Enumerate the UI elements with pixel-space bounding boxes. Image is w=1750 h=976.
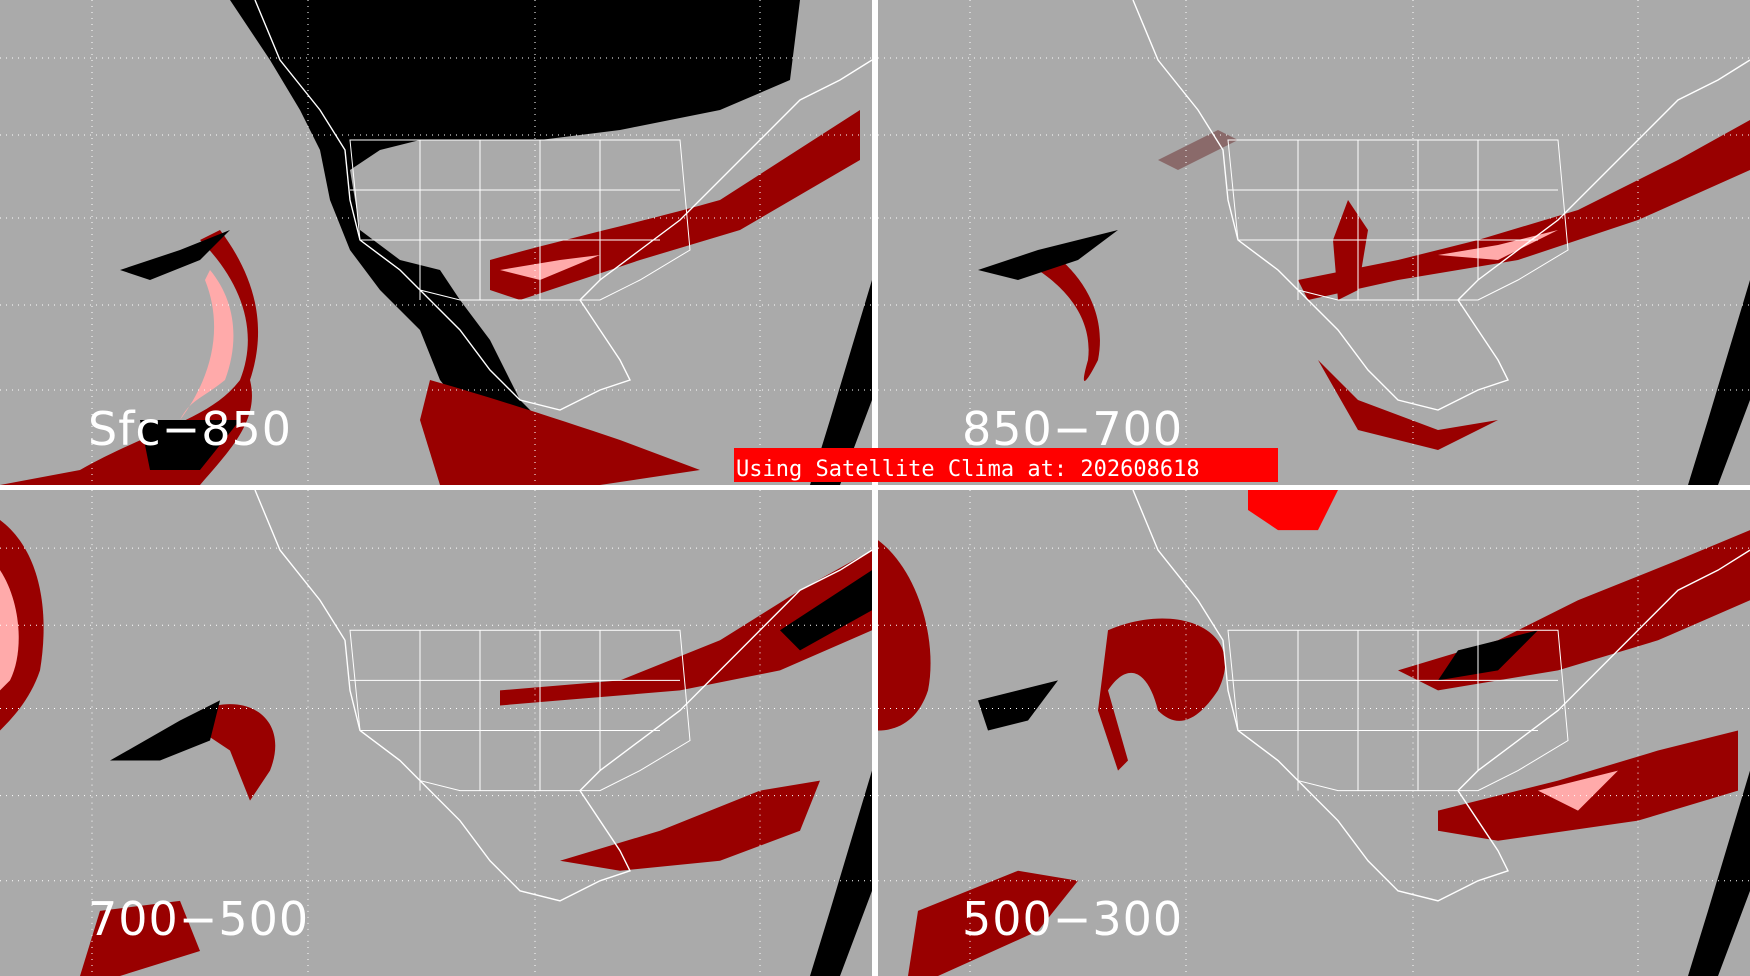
map-layer bbox=[878, 0, 1750, 485]
cloud-region bbox=[780, 570, 872, 651]
cloud-region bbox=[1688, 770, 1750, 976]
cloud-region bbox=[200, 704, 276, 801]
state-boundaries bbox=[349, 139, 691, 301]
cloud-region bbox=[810, 770, 872, 976]
cloud-region bbox=[1318, 360, 1498, 450]
map-panel-850-700: 850−700 bbox=[878, 0, 1750, 485]
cloud-region bbox=[1333, 200, 1368, 300]
cloud-region bbox=[908, 870, 1078, 976]
cloud-region bbox=[230, 0, 800, 430]
satellite-clima-banner: Using Satellite Clima at: 202608618 bbox=[734, 448, 1278, 482]
panel-label: 500−300 bbox=[962, 892, 1184, 946]
state-boundaries bbox=[1227, 629, 1569, 792]
cloud-region bbox=[490, 110, 860, 300]
map-panel-700-500: 700−500 bbox=[0, 490, 872, 976]
panel-label: 700−500 bbox=[88, 892, 310, 946]
cloud-region bbox=[878, 540, 931, 731]
cloud-region bbox=[180, 270, 234, 420]
cloud-region bbox=[978, 680, 1058, 731]
cloud-region bbox=[500, 550, 872, 706]
cloud-region bbox=[1438, 230, 1558, 260]
cloud-region bbox=[1298, 120, 1750, 300]
cloud-region bbox=[140, 420, 240, 470]
cloud-region bbox=[978, 230, 1118, 280]
map-layer bbox=[878, 490, 1750, 976]
cloud-region bbox=[1098, 618, 1226, 771]
cloud-region bbox=[1158, 130, 1238, 170]
panel-label: 850−700 bbox=[962, 402, 1184, 456]
state-boundaries bbox=[349, 629, 691, 792]
map-panel-sfc-850: Sfc−850 bbox=[0, 0, 872, 485]
cloud-region bbox=[120, 230, 230, 280]
cloud-region bbox=[810, 280, 872, 485]
map-panel-500-300: 500−300 bbox=[878, 490, 1750, 976]
cloud-region bbox=[1248, 490, 1338, 531]
cloud-region bbox=[1538, 770, 1618, 811]
cloud-region bbox=[1438, 630, 1538, 681]
state-boundaries bbox=[1227, 139, 1569, 301]
cloud-region bbox=[560, 780, 820, 871]
cloud-region bbox=[420, 380, 700, 485]
cloud-region bbox=[500, 255, 600, 280]
cloud-region bbox=[1688, 280, 1750, 485]
coastline bbox=[1132, 490, 1750, 902]
panel-label: Sfc−850 bbox=[88, 402, 293, 456]
map-layer bbox=[0, 0, 872, 485]
cloud-region bbox=[80, 900, 200, 976]
cloud-region bbox=[110, 700, 220, 761]
banner-text: Using Satellite Clima at: 202608618 bbox=[736, 457, 1200, 482]
cloud-region bbox=[0, 570, 19, 691]
map-layer bbox=[0, 490, 872, 976]
